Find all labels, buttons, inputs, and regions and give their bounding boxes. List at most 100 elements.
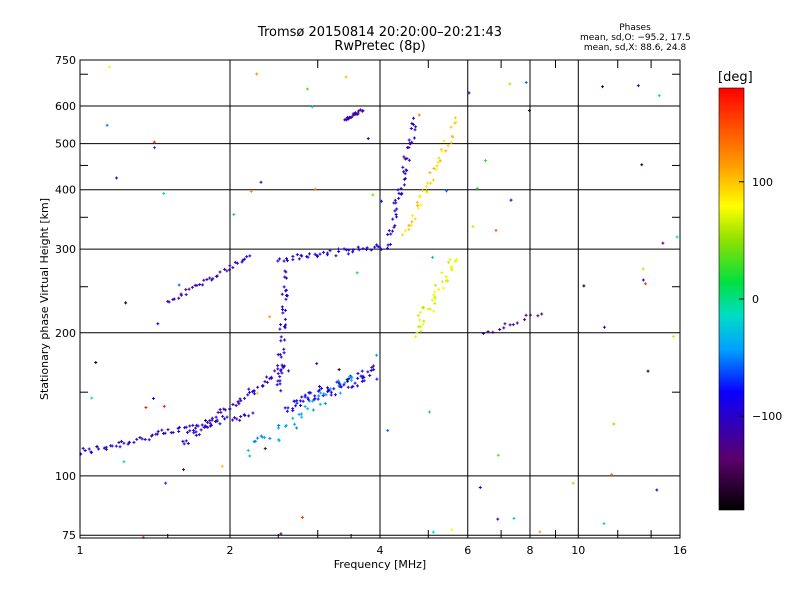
data-point [196,424,200,428]
data-point [256,436,260,440]
data-point [502,326,506,330]
data-point [430,298,434,302]
data-point [376,244,380,248]
data-point [236,400,240,404]
data-point [318,388,322,392]
noise-point [496,517,500,521]
data-point [126,442,130,446]
data-point [166,428,170,432]
data-point [167,300,171,304]
data-point [395,207,399,211]
data-point [251,411,255,415]
data-point [188,429,192,433]
data-point [412,116,416,120]
data-point [150,433,154,437]
noise-point [255,391,259,395]
data-point [198,283,202,287]
noise-point [259,180,263,184]
data-point [362,375,366,379]
data-point [270,376,274,380]
data-point [400,191,404,195]
data-point [132,440,136,444]
data-point [292,399,296,403]
data-point [239,414,243,418]
data-point [416,206,420,210]
noise-point [162,192,166,196]
noise-point [675,235,679,239]
data-point [415,200,419,204]
data-point [346,385,350,389]
data-point [351,248,355,252]
data-point [410,220,414,224]
x-tick-label: 1 [77,544,84,557]
data-point [432,293,436,297]
data-point [411,123,415,127]
data-point [370,366,374,370]
data-point [277,438,281,442]
data-point [117,441,121,445]
data-point [184,439,188,443]
noise-point [94,360,98,364]
title-line-2: RwPretec (8p) [334,39,426,54]
noise-point [643,282,647,286]
noise-point [177,283,181,287]
data-point [185,430,189,434]
data-point [208,276,212,280]
title-line-1: Tromsø 20150814 20:20:00–20:21:43 [257,25,503,40]
data-point [275,383,279,387]
data-point [432,166,436,170]
data-point [313,252,317,256]
data-point [342,247,346,251]
data-point [342,383,346,387]
data-point [239,399,243,403]
data-points [79,65,679,539]
data-point [187,287,191,291]
data-point [409,127,413,131]
noise-point [386,429,390,433]
data-point [388,242,392,246]
data-point [243,414,247,418]
data-point [279,323,283,327]
data-point [291,416,295,420]
data-point [486,330,490,334]
data-point [277,423,281,427]
axis-labels: 1 2 4 8 16 6 10 75 100 200 300 400 500 600 750 [55,54,687,557]
data-point [283,269,287,273]
noise-point [512,516,516,520]
data-point [234,404,238,408]
data-point [247,390,251,394]
data-point [356,384,360,388]
data-point [199,428,203,432]
data-point [218,422,222,426]
data-point [364,247,368,251]
data-point [432,309,436,313]
data-point [353,111,357,115]
data-point [440,270,444,274]
data-point [276,372,280,376]
data-point [182,442,186,446]
data-point [203,419,207,423]
data-point [279,369,283,373]
noise-point [471,225,475,229]
data-point [326,386,330,390]
data-point [333,393,337,397]
data-point [280,363,284,367]
data-point [279,355,283,359]
data-point [422,319,426,323]
data-point [233,260,237,264]
data-point [205,420,209,424]
data-point [241,258,245,262]
data-point [345,378,349,382]
noise-point [182,468,186,472]
data-point [127,440,131,444]
data-point [361,109,365,113]
data-point [444,149,448,153]
noise-point [655,488,659,492]
data-point [334,254,338,258]
data-point [419,203,423,207]
data-point [403,177,407,181]
noise-point [444,189,448,193]
data-point [114,444,118,448]
data-point [188,424,192,428]
